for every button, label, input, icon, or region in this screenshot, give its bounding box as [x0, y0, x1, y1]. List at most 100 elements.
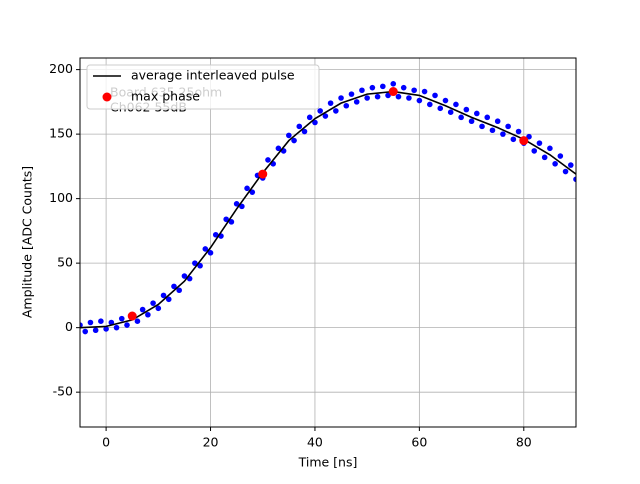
data-point: [348, 91, 355, 97]
data-point: [526, 133, 532, 140]
data-point: [286, 132, 292, 139]
data-point: [155, 305, 162, 312]
x-tick-label: 0: [102, 435, 110, 450]
data-point: [134, 318, 141, 325]
data-point: [400, 84, 407, 91]
marker: [127, 311, 137, 321]
data-point: [317, 108, 323, 114]
data-point: [103, 326, 109, 332]
data-point: [92, 327, 99, 334]
data-point: [364, 95, 370, 101]
data-point: [432, 92, 438, 99]
data-point: [233, 200, 240, 207]
data-point: [113, 324, 120, 331]
data-point: [437, 105, 444, 112]
data-point: [181, 273, 188, 279]
data-point: [562, 168, 569, 175]
data-point: [118, 315, 125, 322]
legend: average interleaved pulse max phase: [86, 64, 320, 110]
data-point: [171, 283, 177, 290]
y-axis-label: Amplitude [ADC Counts]: [20, 166, 35, 318]
data-point: [223, 216, 229, 223]
data-point: [192, 260, 198, 266]
marker: [519, 136, 529, 146]
data-point: [176, 287, 182, 294]
data-point: [291, 137, 297, 144]
data-point: [265, 157, 271, 163]
data-point: [139, 306, 146, 313]
data-point: [145, 311, 151, 318]
data-point: [82, 328, 89, 335]
data-point: [197, 262, 203, 269]
data-point: [390, 81, 397, 87]
data-point: [505, 123, 511, 130]
y-tick-label: 50: [57, 255, 73, 270]
data-point: [98, 318, 104, 325]
plot-area: [80, 81, 576, 335]
data-point: [338, 95, 344, 101]
data-point: [343, 102, 350, 109]
x-tick-label: 80: [516, 435, 532, 450]
legend-label: max phase: [131, 89, 200, 104]
data-point: [228, 219, 235, 225]
data-point: [552, 160, 558, 167]
legend-marker: [102, 92, 112, 102]
data-point: [536, 140, 543, 146]
data-point: [395, 93, 402, 100]
data-point: [380, 83, 386, 90]
data-point: [212, 231, 219, 238]
data-point: [442, 97, 449, 104]
data-point: [322, 113, 329, 119]
data-point: [306, 114, 313, 121]
data-point: [463, 106, 470, 113]
x-tick-label: 20: [203, 435, 219, 450]
y-tick-label: -50: [53, 384, 73, 399]
data-point: [479, 123, 485, 130]
data-point: [468, 118, 475, 125]
data-point: [453, 101, 459, 108]
data-point: [500, 131, 506, 137]
data-point: [301, 128, 308, 135]
data-point: [124, 322, 130, 328]
legend-box: [86, 64, 320, 110]
data-point: [484, 114, 491, 121]
data-point: [541, 154, 548, 161]
y-tick-label: 200: [49, 61, 73, 76]
data-point: [531, 148, 538, 154]
y-tick-label: 0: [65, 319, 73, 334]
data-point: [447, 109, 454, 115]
data-point: [557, 153, 564, 159]
data-point: [374, 93, 381, 100]
data-point: [411, 87, 417, 94]
data-point: [406, 95, 412, 101]
data-point: [312, 119, 318, 126]
data-point: [80, 322, 83, 328]
data-point: [327, 100, 334, 106]
data-point: [474, 110, 480, 117]
data-point: [567, 162, 574, 168]
data-point: [296, 123, 303, 130]
data-point: [416, 97, 423, 104]
x-tick-label: 40: [307, 435, 323, 450]
x-tick-label: 60: [411, 435, 427, 450]
y-tick-label: 150: [49, 126, 73, 141]
data-point: [150, 300, 156, 306]
data-point: [165, 296, 172, 303]
legend-label: average interleaved pulse: [131, 68, 295, 83]
data-point: [108, 319, 115, 326]
data-point: [573, 176, 576, 183]
data-point: [353, 99, 360, 105]
x-axis-label: Time [ns]: [298, 455, 358, 470]
data-point: [249, 189, 256, 195]
data-point: [458, 114, 464, 121]
data-point: [87, 319, 94, 326]
data-point: [427, 101, 433, 108]
y-tick-label: 100: [49, 190, 73, 205]
data-point: [333, 108, 339, 114]
data-point: [244, 185, 250, 192]
axes-frame: [79, 57, 577, 428]
data-point: [421, 88, 428, 95]
marker: [388, 87, 398, 97]
data-point: [515, 128, 522, 135]
